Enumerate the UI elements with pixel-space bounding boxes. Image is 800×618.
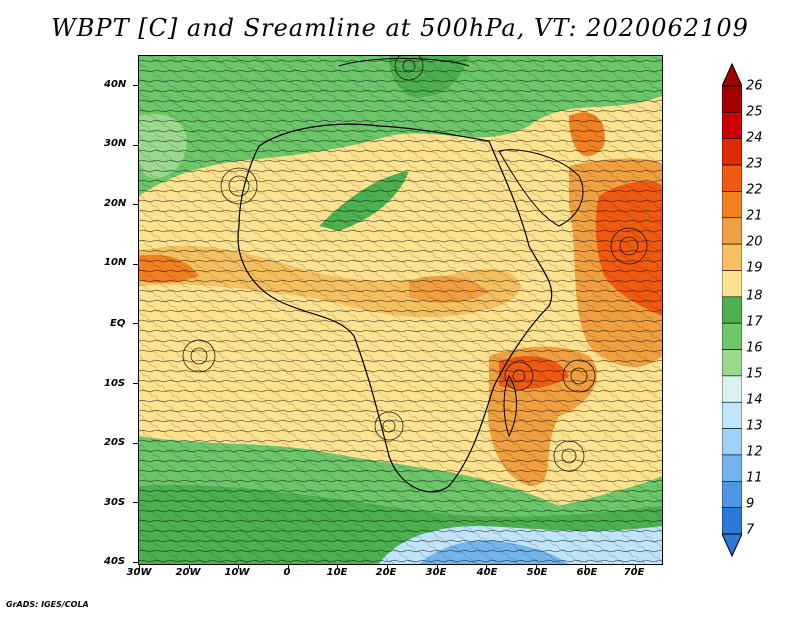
lat-label-20s: 20S [104, 437, 126, 448]
colorbar-segment [722, 217, 742, 245]
colorbar-label: 11 [746, 470, 763, 486]
lon-label-40e: 40E [476, 567, 498, 578]
colorbar-segment [722, 243, 742, 271]
lat-label-40s: 40S [104, 556, 126, 567]
streamline-vortices [182, 56, 648, 472]
colorbar-segment [722, 349, 742, 377]
lat-tick [133, 144, 138, 146]
colorbar-segment [722, 138, 742, 166]
lat-tick [133, 502, 138, 504]
lon-tick [139, 564, 140, 569]
europe-coastline [338, 58, 470, 67]
colorbar-segment [722, 164, 742, 192]
lon-label-10w: 10W [224, 567, 250, 578]
colorbar-label: 21 [746, 208, 763, 224]
lat-tick [133, 383, 138, 384]
lat-tick [133, 263, 138, 265]
colorbar-segment [722, 322, 742, 350]
lat-label-30n: 30N [104, 138, 127, 149]
arabia-coastline [498, 149, 584, 227]
colorbar [722, 62, 742, 558]
colorbar-label: 9 [746, 496, 755, 512]
colorbar-label: 12 [746, 444, 763, 460]
colorbar-segment [722, 85, 742, 113]
lon-tick [585, 564, 587, 569]
lat-label-30s: 30S [104, 497, 126, 508]
lon-label-0: 0 [283, 567, 291, 578]
lat-label-20n: 20N [104, 198, 127, 209]
lat-tick [133, 204, 138, 206]
colorbar-bottom-arrow [722, 533, 742, 558]
lon-tick [436, 564, 438, 569]
lon-tick [486, 564, 488, 569]
colorbar-label: 16 [746, 340, 763, 356]
lon-tick [535, 564, 537, 569]
lon-label-50e: 50E [526, 567, 548, 578]
lon-label-30w: 30W [126, 567, 152, 578]
colorbar-segment [722, 480, 742, 508]
colorbar-label: 7 [746, 522, 755, 538]
colorbar-segment [722, 401, 742, 429]
colorbar-label: 26 [746, 78, 763, 94]
lon-label-30e: 30E [425, 567, 447, 578]
lat-label-eq: EQ [110, 318, 126, 329]
africa-coastline [237, 123, 553, 493]
lat-label-10n: 10N [104, 257, 127, 268]
colorbar-label: 13 [746, 418, 763, 434]
colorbar-label: 15 [746, 366, 763, 382]
lon-label-70e: 70E [623, 567, 645, 578]
lon-tick [387, 564, 388, 569]
chart-title: WBPT [C] and Sreamline at 500hPa, VT: 20… [51, 14, 749, 42]
madagascar-coastline [503, 374, 517, 438]
colorbar-segment [722, 507, 742, 535]
colorbar-segment [722, 296, 742, 324]
lon-tick [238, 564, 240, 569]
colorbar-top-arrow [722, 62, 742, 87]
lon-label-20w: 20W [175, 567, 201, 578]
colorbar-label: 23 [746, 156, 763, 172]
colorbar-label: 24 [746, 130, 763, 146]
wbpt-streamline-map [139, 56, 662, 564]
colorbar-segment [722, 270, 742, 298]
colorbar-segment [722, 375, 742, 403]
colorbar-segment [722, 112, 742, 140]
colorbar-label: 14 [746, 392, 763, 408]
colorbar-segment [722, 454, 742, 482]
colorbar-label: 20 [746, 234, 763, 250]
grads-credit: GrADS: IGES/COLA [6, 600, 89, 609]
lon-label-60e: 60E [576, 567, 598, 578]
lon-tick [287, 564, 289, 569]
colorbar-segment [722, 191, 742, 219]
lat-tick [133, 323, 138, 325]
lon-label-10e: 10E [326, 567, 348, 578]
colorbar-label: 25 [746, 104, 763, 120]
colorbar-label: 19 [746, 260, 763, 276]
lat-label-10s: 10S [104, 378, 126, 389]
lat-tick [133, 85, 138, 86]
lon-label-20e: 20E [375, 567, 397, 578]
streamlines-secondary [139, 56, 662, 564]
colorbar-segment [722, 428, 742, 456]
lat-tick [133, 561, 138, 563]
lon-tick [337, 564, 339, 569]
lon-tick [188, 564, 190, 569]
lat-tick [133, 442, 138, 444]
lon-tick [635, 564, 636, 569]
colorbar-label: 17 [746, 314, 763, 330]
colorbar-label: 18 [746, 288, 763, 304]
map-panel [138, 55, 663, 565]
colorbar-label: 22 [746, 182, 763, 198]
lat-label-40n: 40N [104, 79, 127, 90]
